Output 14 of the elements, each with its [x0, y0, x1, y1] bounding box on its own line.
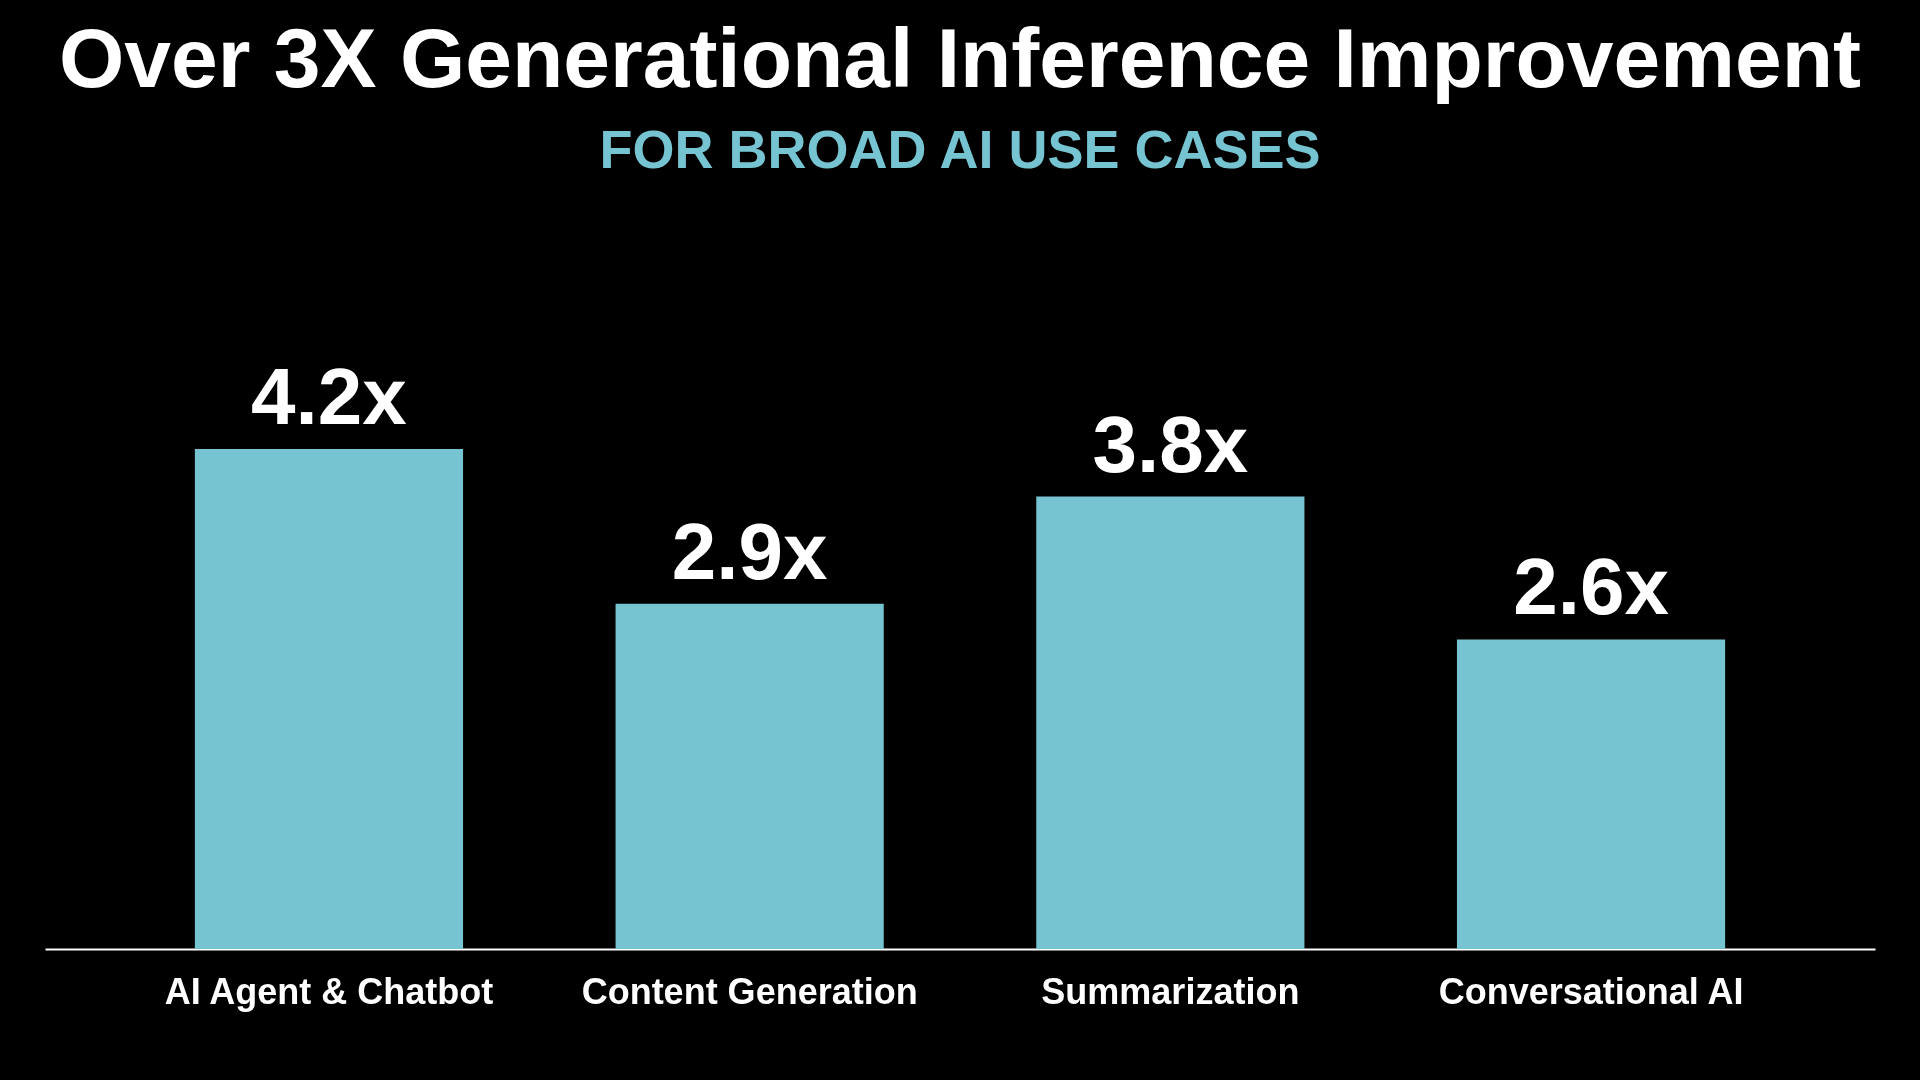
bar: [1456, 639, 1726, 949]
data-label: 2.6x: [1513, 542, 1669, 632]
x-tick-label: Content Generation: [581, 970, 918, 1012]
data-label: 2.9x: [671, 506, 828, 596]
data-label: 3.8x: [1092, 399, 1249, 489]
chart-title: Over 3X Generational Inference Improvement: [59, 11, 1861, 105]
bar: [194, 449, 464, 949]
x-tick-label: Conversational AI: [1438, 970, 1744, 1012]
data-label: 4.2x: [251, 352, 407, 441]
x-tick-label: AI Agent & Chatbot: [164, 970, 494, 1012]
x-tick-label: Summarization: [1041, 970, 1300, 1012]
bar: [615, 603, 884, 949]
chart-subtitle: FOR BROAD AI USE CASES: [599, 119, 1321, 179]
bar: [1036, 496, 1305, 949]
